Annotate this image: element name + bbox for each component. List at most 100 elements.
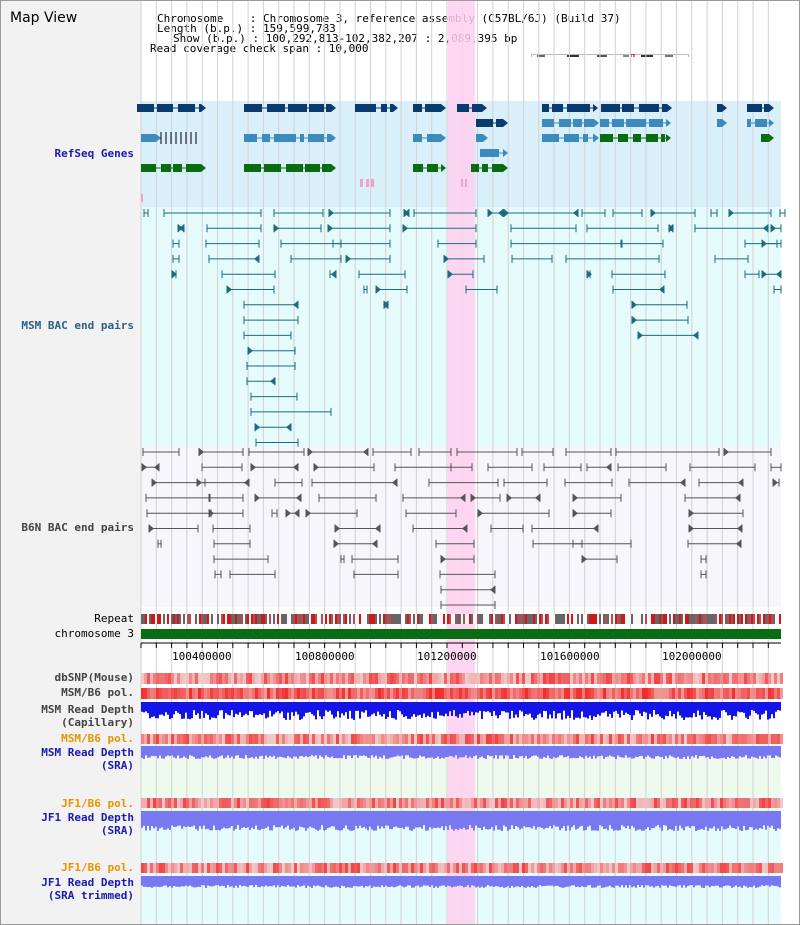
track-label-column [1, 1, 141, 924]
gene-exon [559, 119, 571, 127]
gene-exon [564, 134, 579, 142]
gene-exon [593, 134, 594, 142]
gene-exon [178, 104, 195, 112]
jf1-depth-trimmed-track [141, 876, 781, 888]
jf1-depth-sra-track [141, 811, 781, 831]
gene-exon [471, 164, 479, 172]
gene-exon [626, 119, 646, 127]
gene-exon [381, 104, 387, 112]
gene-exon [322, 164, 331, 172]
msm-bac-pairs [143, 209, 786, 447]
gene-exon [327, 134, 331, 142]
axis-tick-label: 100800000 [295, 650, 355, 663]
axis-tick-label: 101200000 [417, 650, 477, 663]
gene-exon [573, 119, 582, 127]
track-label-msm-b6-pol-2[interactable]: MSM/B6 pol. [61, 732, 134, 745]
gene-arrow [331, 134, 336, 142]
gene-exon [482, 164, 488, 172]
track-label-repeat[interactable]: Repeat [94, 612, 134, 625]
chromosome-bar [141, 629, 781, 639]
gene-arrow [769, 134, 774, 142]
track-label-msm-b6-pol[interactable]: MSM/B6 pol. [61, 686, 134, 699]
gene-arrow [482, 104, 487, 112]
gene-arrow [483, 134, 488, 142]
gene-arrow [503, 164, 508, 172]
gene-arrow [722, 104, 727, 112]
gene-exon [427, 134, 441, 142]
gene-exon [601, 104, 620, 112]
track-label-jf1-b6-pol-2[interactable]: JF1/B6 pol. [61, 861, 134, 874]
track-label-msm-depth-capillary[interactable]: MSM Read Depth [41, 703, 134, 716]
gene-exon [390, 104, 393, 112]
gene-exon [355, 104, 376, 112]
track-label-refseq-genes[interactable]: RefSeq Genes [54, 147, 134, 160]
page-title: Map View [10, 10, 78, 26]
track-label-chromosome[interactable]: chromosome 3 [54, 627, 134, 640]
repeat-track [141, 614, 781, 624]
track-label-jf1-depth-sra-sub: (SRA) [100, 824, 134, 837]
gene-exon [274, 134, 296, 142]
gene-exon [480, 149, 499, 157]
gene-exon [244, 104, 262, 112]
gene-arrow [666, 134, 671, 142]
track-label-b6n-bac[interactable]: B6N BAC end pairs [21, 521, 134, 534]
selection-highlight [448, 1, 475, 924]
track-label-msm-depth-sra-sub: (SRA) [100, 759, 134, 772]
gene-exon [173, 164, 182, 172]
track-label-jf1-depth-trimmed[interactable]: JF1 Read Depth [41, 876, 134, 889]
gene-arrow [594, 119, 599, 127]
gene-exon [600, 134, 613, 142]
msm-depth-capillary-track [141, 702, 781, 720]
gene-exon [717, 119, 722, 127]
gene-exon [288, 104, 307, 112]
gene-arrow [441, 164, 446, 172]
axis-tick-label: 101600000 [540, 650, 600, 663]
gene-exon [308, 134, 324, 142]
gene-arrow [331, 164, 336, 172]
gene-arrow [331, 104, 336, 112]
gene-exon [326, 104, 331, 112]
gene-arrow [594, 134, 599, 142]
gene-arrow [769, 119, 774, 127]
gene-arrow [593, 104, 598, 112]
gene-arrow [666, 119, 671, 127]
gene-exon [305, 164, 320, 172]
gene-exon [476, 119, 493, 127]
gene-exon [542, 119, 554, 127]
track-label-msm-depth-sra[interactable]: MSM Read Depth [41, 746, 134, 759]
gene-arrow [769, 104, 774, 112]
b6n-bac-pairs [141, 448, 782, 609]
gene-exon [649, 119, 663, 127]
gene-exon [496, 119, 503, 127]
header-coverage-span: Read coverage check span : 10,000 [150, 42, 369, 55]
track-label-msm-bac[interactable]: MSM BAC end pairs [21, 319, 134, 332]
gene-exon [764, 104, 769, 112]
gene-exon [492, 164, 503, 172]
gene-exon [476, 134, 483, 142]
gene-arrow [722, 119, 727, 127]
gene-exon [262, 134, 270, 142]
gene-exon [600, 119, 609, 127]
gene-exon [646, 134, 658, 142]
gene-exon [542, 104, 549, 112]
gene-exon [761, 134, 769, 142]
gene-exon [747, 119, 751, 127]
gene-arrow [156, 134, 161, 142]
gene-exon [413, 134, 422, 142]
gene-exon [267, 104, 285, 112]
gene-exon [567, 104, 590, 112]
gene-exon [583, 134, 588, 142]
track-label-dbsnp[interactable]: dbSNP(Mouse) [54, 671, 134, 684]
msm-b6-pol-track [141, 688, 783, 699]
gene-arrow [201, 164, 206, 172]
track-label-jf1-b6-pol[interactable]: JF1/B6 pol. [61, 797, 134, 810]
gene-exon [661, 134, 665, 142]
position-axis [140, 642, 781, 648]
track-label-msm-depth-capillary-sub: (Capillary) [61, 716, 134, 729]
gene-exon [141, 164, 156, 172]
track-label-jf1-depth-sra[interactable]: JF1 Read Depth [41, 811, 134, 824]
gene-exon [633, 134, 641, 142]
gene-exon [639, 104, 659, 112]
dbsnp-track [141, 673, 783, 684]
